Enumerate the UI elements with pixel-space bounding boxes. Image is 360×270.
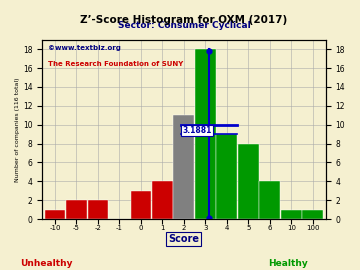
Bar [216,134,237,219]
Text: ©www.textbiz.org: ©www.textbiz.org [48,45,121,51]
Y-axis label: Number of companies (116 total): Number of companies (116 total) [15,77,20,182]
Bar [87,200,108,219]
Bar [45,210,66,219]
Text: Sector: Consumer Cyclical: Sector: Consumer Cyclical [117,21,250,30]
Bar [281,210,302,219]
Bar [238,144,259,219]
Text: Healthy: Healthy [268,259,308,268]
Title: Z’-Score Histogram for OXM (2017): Z’-Score Histogram for OXM (2017) [80,15,288,25]
Text: 3.1881: 3.1881 [183,126,212,135]
Bar [131,191,151,219]
Bar [302,210,323,219]
Bar [174,115,194,219]
Bar [152,181,173,219]
X-axis label: Score: Score [168,234,199,244]
Bar [260,181,280,219]
Bar [66,200,87,219]
Text: Unhealthy: Unhealthy [21,259,73,268]
Text: The Research Foundation of SUNY: The Research Foundation of SUNY [48,61,183,67]
Bar [195,96,216,219]
Bar [195,49,216,219]
